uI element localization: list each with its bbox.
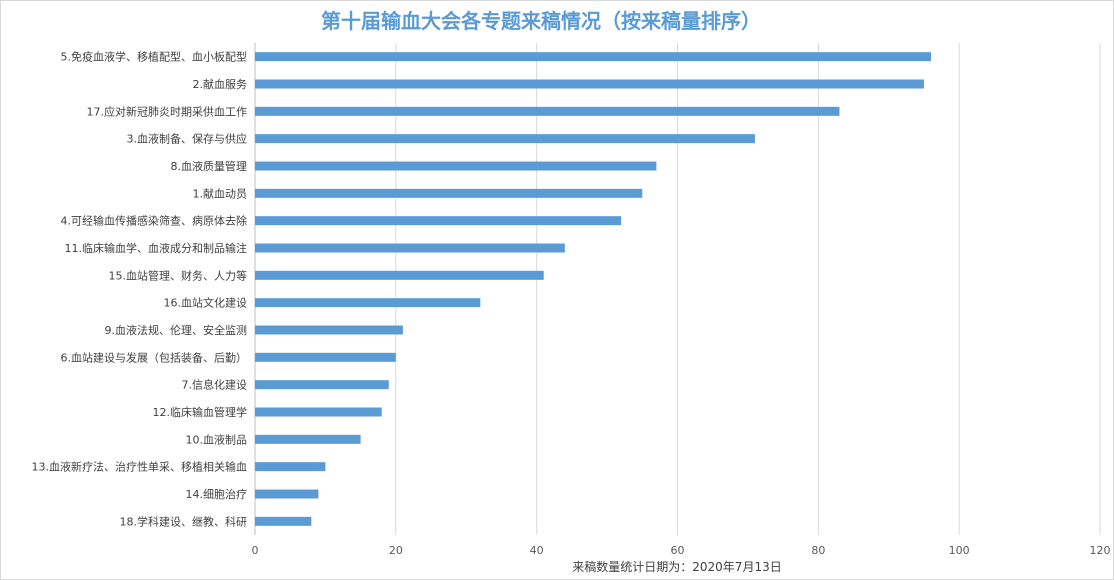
category-label: 1.献血动员 xyxy=(193,186,248,200)
bar xyxy=(255,243,565,253)
category-label: 2.献血服务 xyxy=(193,77,248,91)
category-label: 8.血液质量管理 xyxy=(171,159,248,173)
category-label: 14.细胞治疗 xyxy=(186,487,248,501)
x-tick-label: 20 xyxy=(389,544,403,557)
category-label: 17.应对新冠肺炎时期采供血工作 xyxy=(87,104,248,118)
bar xyxy=(255,380,389,390)
bar xyxy=(255,298,481,308)
bar xyxy=(255,462,326,472)
bars xyxy=(255,52,931,526)
category-label: 16.血站文化建设 xyxy=(164,296,248,310)
bar xyxy=(255,216,622,226)
x-tick-label: 80 xyxy=(811,544,825,557)
bar xyxy=(255,325,403,335)
bar xyxy=(255,161,657,171)
bar xyxy=(255,106,840,116)
category-label: 5.免疫血液学、移植配型、血小板配型 xyxy=(61,50,248,64)
category-label: 13.血液新疗法、治疗性单采、移植相关输血 xyxy=(32,460,248,474)
category-label: 18.学科建设、继教、科研 xyxy=(120,514,248,528)
x-tick-label: 0 xyxy=(252,544,259,557)
bar xyxy=(255,134,755,144)
bar xyxy=(255,270,544,280)
category-label: 15.血站管理、财务、人力等 xyxy=(109,268,248,282)
category-label: 7.信息化建设 xyxy=(182,378,248,392)
x-tick-label: 40 xyxy=(530,544,544,557)
category-label: 3.血液制备、保存与供应 xyxy=(127,132,248,146)
category-labels: 5.免疫血液学、移植配型、血小板配型 2.献血服务 17.应对新冠肺炎时期采供血工作… xyxy=(32,50,248,529)
bar xyxy=(255,489,319,499)
chart-title: 第十届输血大会各专题来稿情况（按来稿量排序） xyxy=(321,9,761,33)
bar xyxy=(255,352,396,362)
x-tick-label: 120 xyxy=(1090,544,1111,557)
bar xyxy=(255,52,931,62)
bar xyxy=(255,79,924,89)
category-label: 9.血液法规、伦理、安全监测 xyxy=(105,323,248,337)
category-label: 12.临床输血管理学 xyxy=(153,405,248,419)
category-label: 10.血液制品 xyxy=(186,432,248,446)
category-label: 4.可经输血传播感染筛查、病原体去除 xyxy=(61,214,248,228)
x-axis-label: 来稿数量统计日期为：2020年7月13日 xyxy=(572,559,781,574)
bar xyxy=(255,188,643,198)
category-label: 11.临床输血学、血液成分和制品输注 xyxy=(65,241,248,255)
x-tick-label: 100 xyxy=(949,544,970,557)
category-label: 6.血站建设与发展（包括装备、后勤） xyxy=(61,350,248,364)
x-tick-labels: 0 20 40 60 80 100 120 xyxy=(252,544,1111,557)
x-tick-label: 60 xyxy=(671,544,685,557)
gridlines xyxy=(254,43,1101,535)
bar xyxy=(255,434,361,444)
bar xyxy=(255,407,382,417)
bar xyxy=(255,516,312,526)
